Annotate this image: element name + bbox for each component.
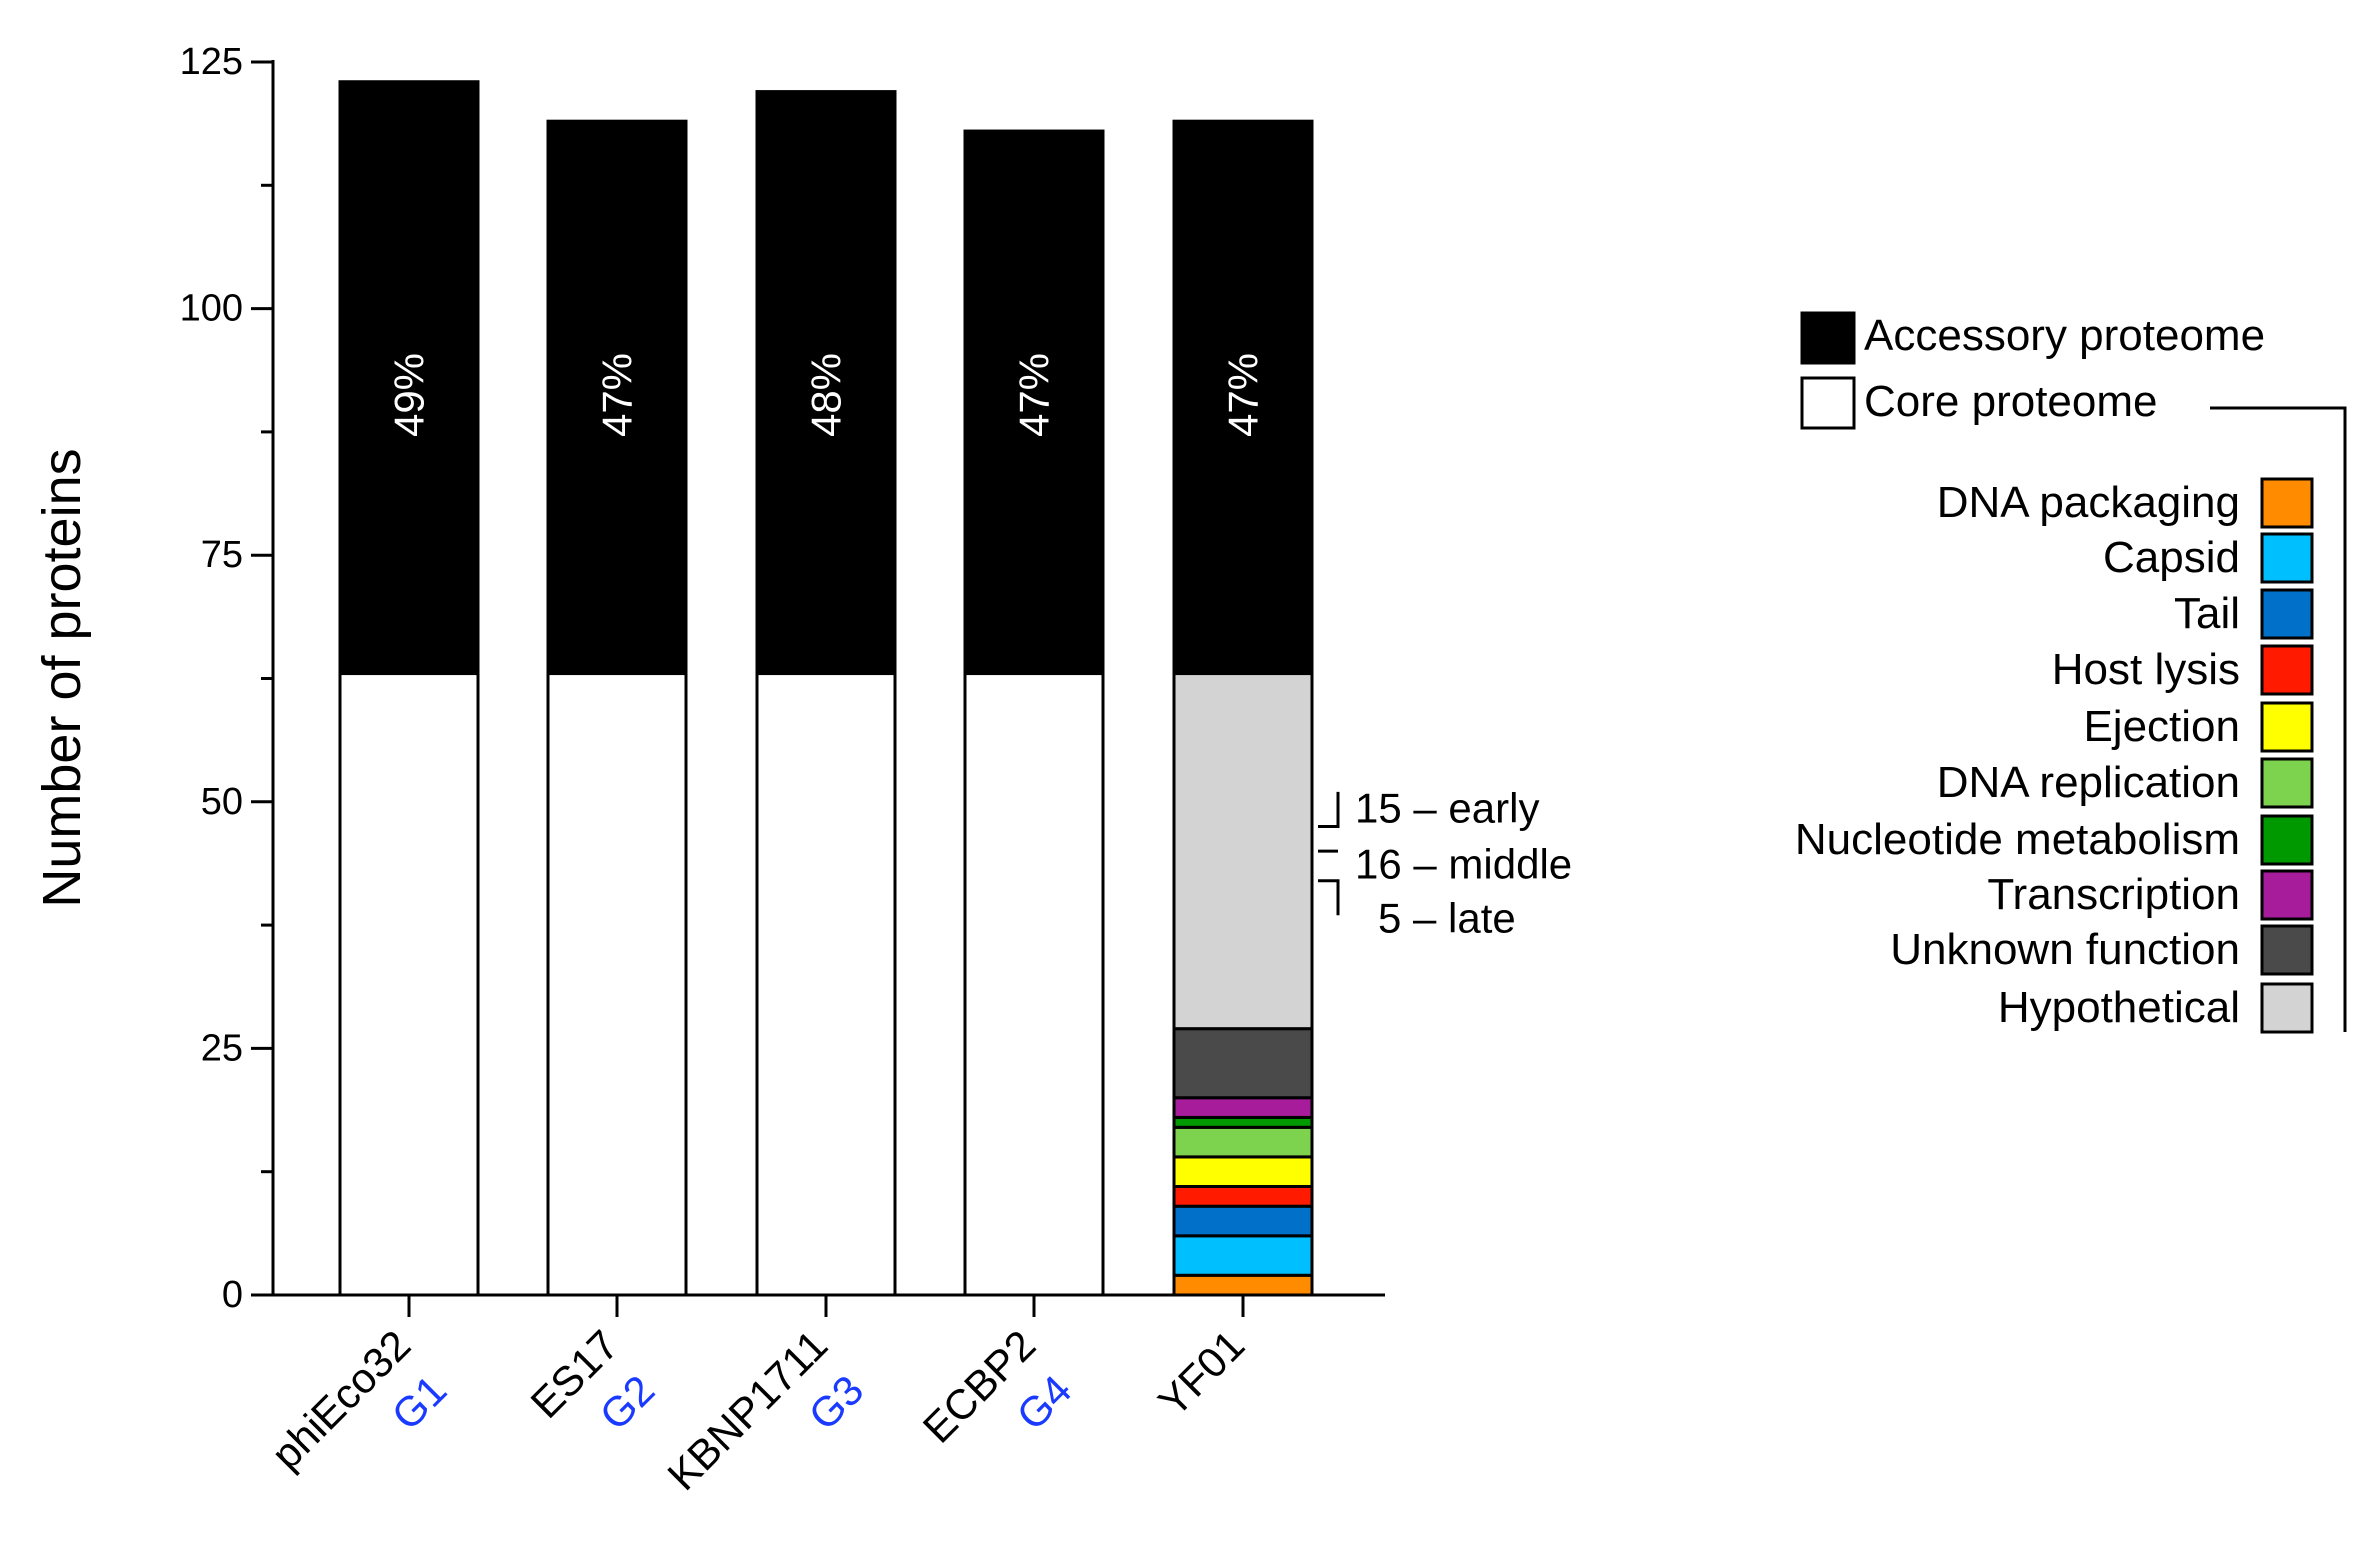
legend-label-core: Core proteome — [1864, 377, 2157, 426]
legend-label-unknown-function: Unknown function — [1890, 925, 2240, 974]
legend-swatch-hypothetical — [2260, 982, 2314, 1034]
legend-label-host-lysis: Host lysis — [2052, 645, 2240, 694]
bar-core-ecbp2 — [963, 672, 1105, 1297]
bracket-late — [1318, 879, 1340, 916]
pct-label-ecbp2: 47% — [1011, 353, 1058, 437]
pct-label-yf01: 47% — [1220, 353, 1267, 437]
y-tick-label: 50 — [201, 781, 243, 823]
bar-segment-ejection — [1172, 1155, 1314, 1188]
legend-swatch-nucleotide-metabolism — [2260, 814, 2314, 866]
legend: Accessory proteome Core proteome DNA packa… — [1795, 311, 2347, 1034]
y-axis-title: Number of proteins — [32, 448, 92, 907]
legend-swatch-capsid — [2260, 532, 2314, 584]
bar-segment-transcription — [1172, 1096, 1314, 1119]
pct-label-es17: 47% — [594, 353, 641, 437]
bar-accessory-phieco32 — [338, 80, 480, 676]
bar-accessory-kbnp1711 — [755, 90, 897, 676]
legend-swatch-core — [1800, 376, 1856, 430]
bars-layer — [338, 80, 1314, 1297]
annotation-early: 15 – early — [1355, 785, 1539, 832]
bar-segment-hypothetical — [1172, 672, 1314, 1031]
annotations-layer: 15 – early 16 – middle 5 – late — [1318, 785, 1572, 942]
legend-swatch-unknown-function — [2260, 924, 2314, 976]
y-tick-label: 100 — [180, 288, 243, 330]
bar-segment-dna-replication — [1172, 1125, 1314, 1159]
bar-segment-tail — [1172, 1204, 1314, 1238]
bar-segment-host-lysis — [1172, 1184, 1314, 1208]
annotation-late: 5 – late — [1378, 895, 1516, 942]
legend-label-dna-replication: DNA replication — [1937, 758, 2240, 807]
legend-core-bracket — [2210, 406, 2347, 1032]
bar-accessory-ecbp2 — [963, 129, 1105, 676]
legend-label-tail: Tail — [2174, 589, 2240, 638]
bar-core-kbnp1711 — [755, 672, 897, 1297]
legend-label-nucleotide-metabolism: Nucleotide metabolism — [1795, 815, 2240, 864]
pct-label-kbnp1711: 48% — [803, 353, 850, 437]
legend-swatch-ejection — [2260, 701, 2314, 753]
x-tick-label-ecbp2: ECBP2 — [914, 1321, 1045, 1452]
pct-label-phieco32: 49% — [386, 353, 433, 437]
x-tick-label-yf01: YF01 — [1149, 1321, 1253, 1425]
bar-segment-dna-packaging — [1172, 1273, 1314, 1297]
legend-label-hypothetical: Hypothetical — [1998, 983, 2240, 1032]
bar-core-phieco32 — [338, 672, 480, 1297]
bar-accessory-es17 — [546, 119, 688, 676]
legend-swatch-host-lysis — [2260, 644, 2314, 696]
legend-label-capsid: Capsid — [2103, 533, 2240, 582]
bar-segment-capsid — [1172, 1234, 1314, 1277]
legend-swatch-tail — [2260, 588, 2314, 640]
y-tick-label: 75 — [201, 534, 243, 576]
bracket-early — [1318, 791, 1340, 828]
legend-swatch-dna-replication — [2260, 757, 2314, 809]
legend-label-transcription: Transcription — [1987, 870, 2240, 919]
legend-swatch-dna-packaging — [2260, 477, 2314, 529]
y-tick-label: 25 — [201, 1027, 243, 1069]
bar-core-es17 — [546, 672, 688, 1297]
labels-layer: 49% 47% 48% 47% 47% — [386, 353, 1267, 437]
y-tick-label: 125 — [180, 41, 243, 83]
legend-label-ejection: Ejection — [2083, 702, 2240, 751]
bar-segment-unknown-function — [1172, 1027, 1314, 1100]
bar-accessory-yf01 — [1172, 119, 1314, 676]
annotation-middle: 16 – middle — [1355, 841, 1572, 888]
y-tick-label: 0 — [222, 1274, 243, 1316]
legend-label-accessory: Accessory proteome — [1864, 311, 2265, 360]
legend-swatch-transcription — [2260, 869, 2314, 921]
legend-swatch-accessory — [1800, 311, 1856, 365]
legend-label-dna-packaging: DNA packaging — [1937, 478, 2240, 527]
